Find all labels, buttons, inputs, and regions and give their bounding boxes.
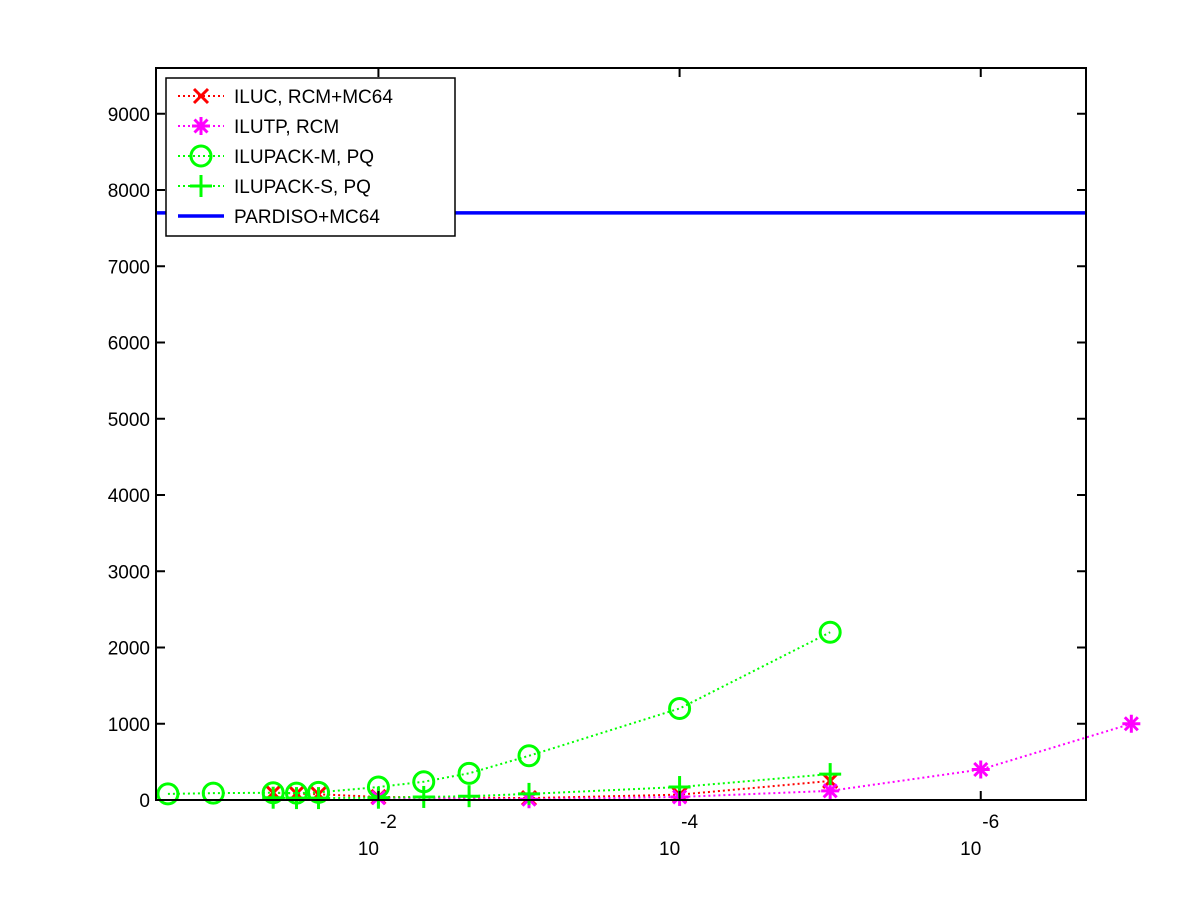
data-point-3-0 <box>262 786 285 809</box>
legend-item-3: ILUPACK-S, PQ <box>178 175 371 198</box>
legend-item-4: PARDISO+MC64 <box>178 207 380 228</box>
legend-item-1: ILUTP, RCM <box>178 117 339 138</box>
y-tick-label-4: 4000 <box>108 486 150 507</box>
legend-marker-2 <box>189 144 213 168</box>
axes-frame <box>155 67 1087 801</box>
y-tick-label-7: 7000 <box>108 257 150 278</box>
data-point-2-7 <box>457 761 481 785</box>
data-point-3-6 <box>518 782 541 805</box>
y-tick-label-2: 2000 <box>108 639 150 660</box>
data-point-1-4 <box>971 760 990 779</box>
series-line-1 <box>378 722 1132 801</box>
legend-label-2: ILUPACK-M, PQ <box>234 147 374 168</box>
axes-layer: 010002000300040005000600070008000900010-… <box>108 67 1087 860</box>
data-point-2-8 <box>517 744 541 768</box>
data-point-2-0 <box>156 782 180 806</box>
y-tick-label-8: 8000 <box>108 181 150 202</box>
x-tick-label-base-1: 10 <box>659 839 680 860</box>
y-tick-label-0: 0 <box>139 791 150 812</box>
data-point-1-5 <box>1122 714 1141 733</box>
x-tick-label-base-2: 10 <box>960 839 981 860</box>
data-point-3-1 <box>285 787 308 810</box>
legend-marker-1 <box>192 117 210 135</box>
data-point-1-3 <box>821 781 840 800</box>
data-point-2-9 <box>668 697 692 720</box>
y-tick-label-6: 6000 <box>108 334 150 355</box>
legend-label-1: ILUTP, RCM <box>234 117 339 138</box>
legend-label-3: ILUPACK-S, PQ <box>234 177 371 198</box>
data-point-3-4 <box>412 785 435 808</box>
y-tick-label-1: 1000 <box>108 715 150 736</box>
y-tick-label-5: 5000 <box>108 410 150 431</box>
x-tick-label-exponent-0: -2 <box>380 812 397 833</box>
data-point-3-2 <box>307 787 330 810</box>
data-point-2-1 <box>201 781 225 805</box>
legend-item-0: ILUC, RCM+MC64 <box>178 87 393 108</box>
series-3 <box>262 763 842 810</box>
x-tick-label-base-0: 10 <box>358 839 379 860</box>
legend-label-0: ILUC, RCM+MC64 <box>234 87 393 108</box>
data-point-3-5 <box>458 785 481 808</box>
y-tick-label-3: 3000 <box>108 562 150 583</box>
data-point-3-8 <box>819 763 842 786</box>
y-tick-label-9: 9000 <box>108 105 150 126</box>
x-tick-label-exponent-1: -4 <box>681 812 698 833</box>
legend: ILUC, RCM+MC64 ILUTP, RCM ILUPACK-M, PQ ILU… <box>165 77 456 237</box>
legend-marker-3 <box>190 175 212 197</box>
legend-label-4: PARDISO+MC64 <box>234 207 380 228</box>
legend-marker-0 <box>192 87 210 105</box>
x-tick-label-exponent-2: -6 <box>982 812 999 833</box>
legend-item-2: ILUPACK-M, PQ <box>178 144 374 168</box>
data-point-2-10 <box>818 620 842 644</box>
